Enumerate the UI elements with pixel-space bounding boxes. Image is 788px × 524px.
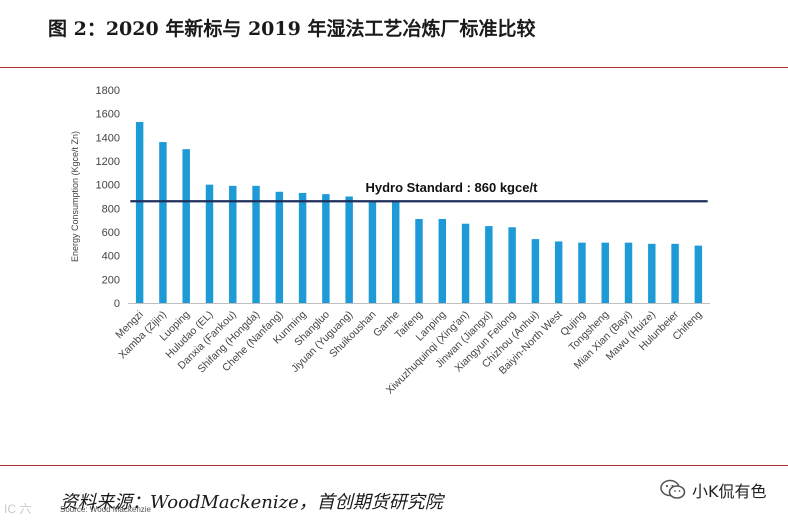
y-tick-label: 0 bbox=[114, 298, 120, 310]
top-divider bbox=[0, 67, 788, 68]
brand-name: 小K侃有色 bbox=[692, 482, 767, 501]
bar bbox=[229, 185, 237, 303]
bar bbox=[485, 226, 493, 303]
brand: 小K侃有色 bbox=[660, 478, 767, 502]
bar bbox=[391, 201, 400, 303]
y-tick-label: 600 bbox=[102, 227, 120, 239]
bar bbox=[601, 242, 609, 303]
y-tick-label: 200 bbox=[102, 274, 120, 286]
reference-line-label: Hydro Standard : 860 kgce/t bbox=[365, 180, 538, 195]
bar bbox=[438, 218, 447, 303]
figure-title: 图 2：2020 年新标与 2019 年湿法工艺冶炼厂标准比较 bbox=[48, 18, 536, 40]
bar bbox=[415, 218, 423, 303]
chart-panel: 0 200 400 600 800 1000 1200 1400 1600 1800 Energy … bbox=[0, 68, 788, 514]
bar bbox=[648, 243, 656, 303]
y-tick-label: 1600 bbox=[96, 109, 120, 121]
bar bbox=[345, 196, 353, 303]
bar bbox=[624, 242, 633, 303]
y-tick-label: 1400 bbox=[96, 132, 120, 144]
bar bbox=[135, 121, 144, 303]
bar bbox=[531, 239, 540, 303]
bar bbox=[671, 243, 679, 303]
bar bbox=[182, 149, 190, 303]
bar bbox=[275, 191, 284, 303]
bar bbox=[205, 184, 214, 303]
bar-chart: 0 200 400 600 800 1000 1200 1400 1600 1800 Energy … bbox=[70, 85, 710, 397]
bar bbox=[554, 241, 563, 303]
footer-source: 资料来源：WoodMackenize，首创期货研究院 bbox=[60, 492, 443, 513]
bar bbox=[368, 200, 377, 303]
y-axis-title: Energy Consumption (Kgce/t Zn) bbox=[70, 131, 80, 262]
y-tick-label: 1000 bbox=[96, 180, 120, 192]
watermark-left: IC 六 bbox=[4, 502, 32, 516]
bar bbox=[159, 142, 167, 303]
bar bbox=[298, 192, 307, 303]
wechat-icon bbox=[660, 479, 686, 499]
y-tick-label: 400 bbox=[102, 251, 120, 263]
bar bbox=[694, 245, 703, 303]
bottom-divider bbox=[0, 465, 788, 466]
bar bbox=[322, 194, 330, 303]
source-note: Source: Wood Mackenzie bbox=[60, 505, 152, 514]
bar bbox=[461, 223, 470, 303]
y-tick-label: 1200 bbox=[96, 156, 120, 168]
y-tick-label: 800 bbox=[102, 203, 120, 215]
bar bbox=[578, 242, 586, 303]
bar bbox=[508, 227, 516, 303]
y-tick-label: 1800 bbox=[96, 85, 120, 97]
bar bbox=[252, 185, 260, 303]
